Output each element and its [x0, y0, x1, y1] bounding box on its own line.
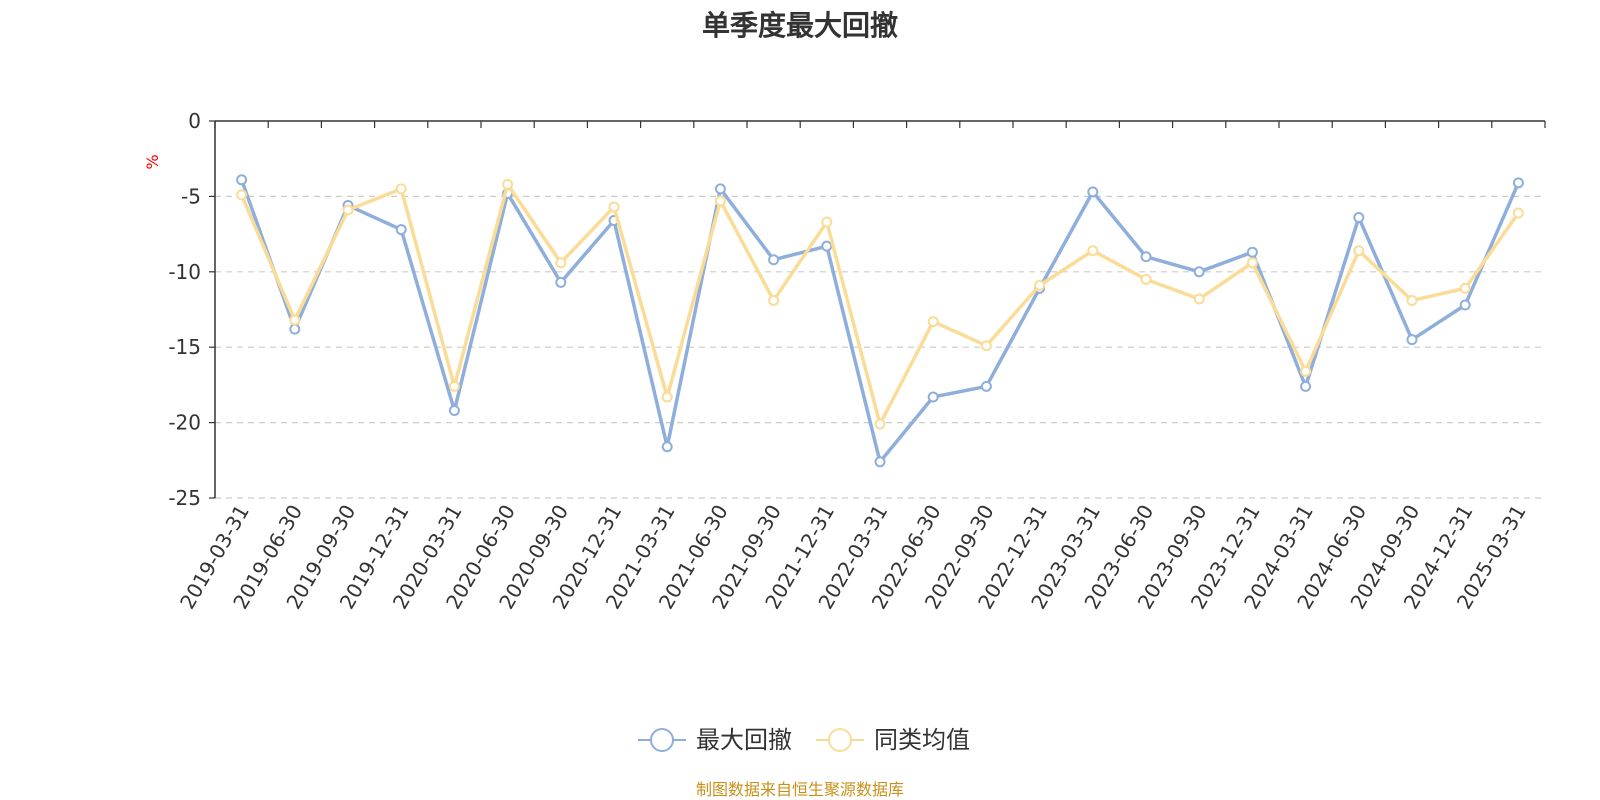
- data-point: [980, 380, 992, 392]
- legend-marker: [828, 728, 852, 752]
- data-point: [555, 276, 567, 288]
- data-point: [821, 240, 833, 252]
- data-point: [1140, 251, 1152, 263]
- legend-label: 最大回撤: [696, 726, 792, 754]
- source-note: 制图数据来自恒生聚源数据库: [695, 780, 904, 799]
- data-point: [236, 174, 248, 186]
- data-point: [714, 183, 726, 195]
- series-line: [239, 182, 1520, 426]
- data-point: [1300, 380, 1312, 392]
- data-point: [395, 224, 407, 236]
- data-point: [236, 189, 248, 201]
- data-point: [661, 441, 673, 453]
- data-point: [1193, 266, 1205, 278]
- data-point: [1087, 245, 1099, 257]
- data-point: [1246, 246, 1258, 258]
- y-tick-label: -15: [168, 335, 201, 359]
- data-point: [448, 405, 460, 417]
- data-point: [768, 294, 780, 306]
- data-point: [1300, 365, 1312, 377]
- data-point: [1406, 334, 1418, 346]
- data-point: [448, 380, 460, 392]
- data-point: [980, 340, 992, 352]
- y-tick-label: -25: [168, 486, 201, 510]
- data-point: [608, 201, 620, 213]
- y-axis-unit-label: %: [143, 154, 162, 169]
- data-point: [1353, 212, 1365, 224]
- data-point: [661, 391, 673, 403]
- data-point: [714, 195, 726, 207]
- data-point: [289, 323, 301, 335]
- data-point: [502, 178, 514, 190]
- data-point: [927, 316, 939, 328]
- y-tick-label: -20: [168, 411, 201, 435]
- legend: 最大回撤 同类均值: [638, 726, 970, 754]
- data-point: [1193, 293, 1205, 305]
- series-2: [236, 178, 1524, 430]
- data-point: [1512, 207, 1524, 219]
- y-tick-label: -10: [168, 260, 201, 284]
- data-point: [1087, 186, 1099, 198]
- data-point: [395, 183, 407, 195]
- data-point: [1246, 257, 1258, 269]
- data-point: [1034, 279, 1046, 291]
- legend-label: 同类均值: [874, 726, 970, 754]
- data-point: [1406, 294, 1418, 306]
- data-point: [342, 204, 354, 216]
- y-tick-label: -5: [181, 184, 201, 208]
- series-1: [236, 174, 1524, 468]
- data-point: [1140, 273, 1152, 285]
- data-point: [555, 257, 567, 269]
- data-point: [289, 314, 301, 326]
- data-point: [821, 216, 833, 228]
- y-tick-label: 0: [188, 109, 201, 133]
- data-point: [927, 391, 939, 403]
- data-point: [1353, 245, 1365, 257]
- legend-marker: [650, 728, 674, 752]
- data-point: [874, 418, 886, 430]
- chart-title: 单季度最大回撤: [701, 9, 898, 42]
- data-point: [874, 456, 886, 468]
- data-point: [1459, 282, 1471, 294]
- data-point: [768, 254, 780, 266]
- data-point: [1459, 299, 1471, 311]
- data-point: [1512, 177, 1524, 189]
